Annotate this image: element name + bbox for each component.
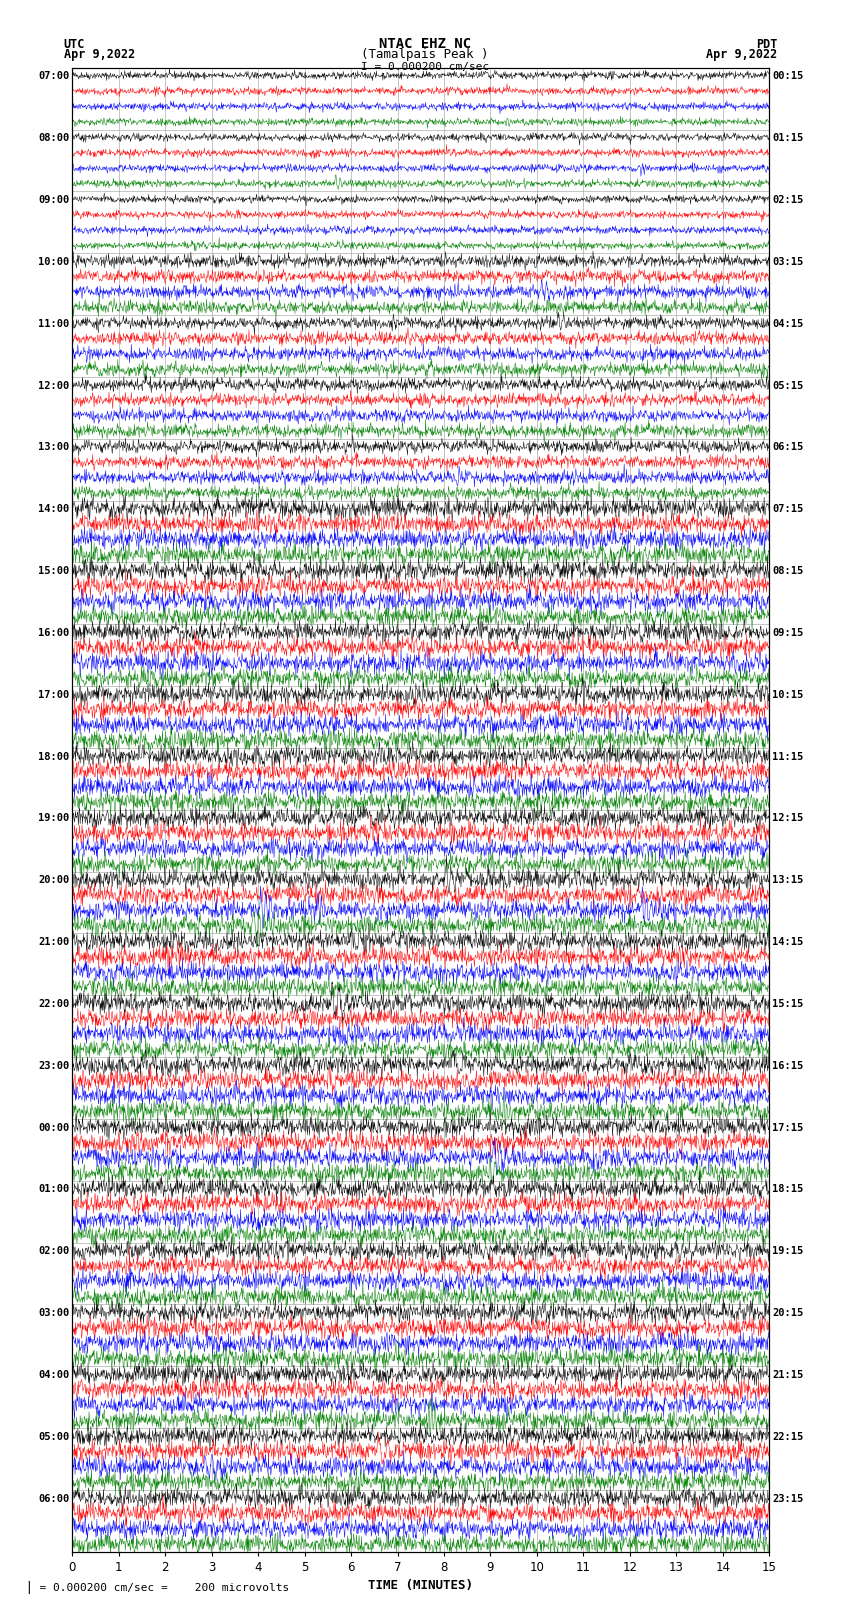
Text: NTAC EHZ NC: NTAC EHZ NC xyxy=(379,37,471,50)
Text: ⎮ = 0.000200 cm/sec =    200 microvolts: ⎮ = 0.000200 cm/sec = 200 microvolts xyxy=(26,1581,289,1594)
X-axis label: TIME (MINUTES): TIME (MINUTES) xyxy=(368,1579,473,1592)
Text: I = 0.000200 cm/sec: I = 0.000200 cm/sec xyxy=(361,61,489,71)
Text: UTC: UTC xyxy=(64,37,85,50)
Text: Apr 9,2022: Apr 9,2022 xyxy=(64,48,135,61)
Text: (Tamalpais Peak ): (Tamalpais Peak ) xyxy=(361,48,489,61)
Text: PDT: PDT xyxy=(756,37,778,50)
Text: Apr 9,2022: Apr 9,2022 xyxy=(706,48,778,61)
